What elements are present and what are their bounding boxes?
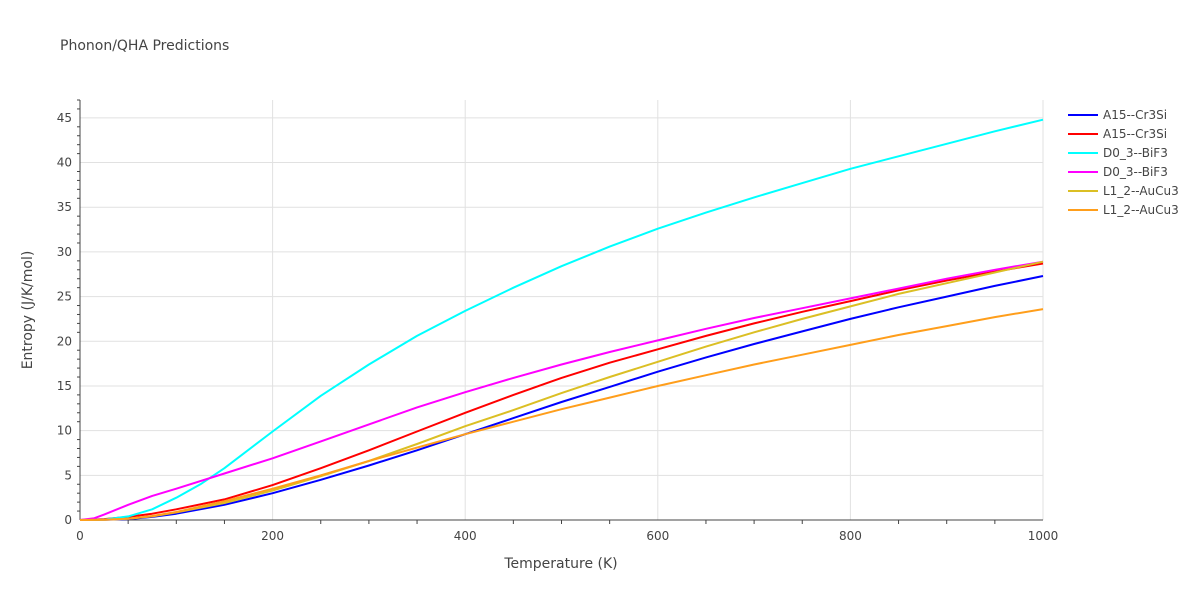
x-tick-label: 400 — [454, 529, 477, 543]
legend-label-0: A15--Cr3Si — [1103, 108, 1167, 122]
series-line-3 — [79, 260, 1044, 521]
y-tick-label: 25 — [57, 290, 72, 304]
y-axis-ticks: 0 5 10 15 20 25 30 35 40 45 — [57, 99, 80, 527]
series-line-1 — [79, 262, 1044, 521]
y-axis-title: Entropy (J/K/mol) — [20, 251, 36, 370]
x-tick-label: 200 — [261, 529, 284, 543]
y-tick-label: 45 — [57, 111, 72, 125]
series-line-5 — [79, 308, 1044, 521]
series-line-4 — [79, 260, 1044, 521]
x-tick-label: 1000 — [1028, 529, 1059, 543]
legend-label-4: L1_2--AuCu3 — [1103, 184, 1179, 198]
y-tick-label: 15 — [57, 379, 72, 393]
y-tick-label: 40 — [57, 156, 72, 170]
series-line-0 — [79, 275, 1044, 521]
y-tick-label: 20 — [57, 334, 72, 348]
legend[interactable]: A15--Cr3Si A15--Cr3Si D0_3--BiF3 D0_3--BiF3… — [1068, 108, 1179, 217]
x-axis-ticks: 0 200 400 600 800 1000 — [76, 520, 1058, 543]
y-tick-label: 35 — [57, 200, 72, 214]
legend-label-5: L1_2--AuCu3 — [1103, 203, 1179, 217]
legend-label-1: A15--Cr3Si — [1103, 127, 1167, 141]
legend-label-3: D0_3--BiF3 — [1103, 165, 1168, 179]
grid-lines — [80, 100, 1044, 520]
chart-title: Phonon/QHA Predictions — [60, 38, 229, 54]
y-tick-label: 0 — [64, 513, 72, 527]
series-lines — [79, 118, 1044, 521]
legend-label-2: D0_3--BiF3 — [1103, 146, 1168, 160]
series-line-2 — [79, 118, 1044, 521]
x-tick-label: 600 — [646, 529, 669, 543]
y-tick-label: 10 — [57, 424, 72, 438]
y-tick-label: 30 — [57, 245, 72, 259]
x-axis-title: Temperature (K) — [503, 556, 617, 572]
x-tick-label: 800 — [839, 529, 862, 543]
y-tick-label: 5 — [64, 468, 72, 482]
x-tick-label: 0 — [76, 529, 84, 543]
